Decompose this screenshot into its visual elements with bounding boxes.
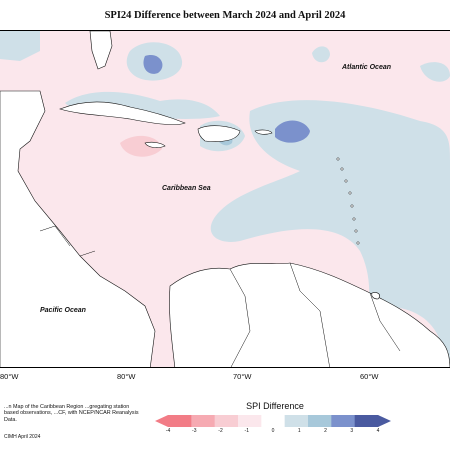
legend-tick-label: -3 (192, 428, 197, 434)
jamaica (144, 141, 166, 148)
legend-ticks: -4 -3 -2 -1 0 1 2 3 4 (165, 428, 380, 436)
legend-cell (308, 415, 332, 427)
hispaniola (197, 125, 241, 142)
legend-cell (168, 415, 192, 427)
legend-cell (284, 415, 309, 427)
legend-title: SPI Difference (246, 401, 304, 411)
legend-tick-label: -1 (244, 428, 249, 434)
legend-arrow-right (378, 415, 391, 427)
land-masses (0, 31, 450, 367)
legend-cell (238, 415, 262, 427)
atlantic-core (275, 120, 310, 143)
northwest-blue-region (0, 31, 40, 61)
lon-label-4: 60°W (360, 372, 379, 381)
legend-cell (261, 415, 285, 427)
spi-map (0, 31, 450, 367)
source-note: ...n Map of the Caribbean Region ...greg… (4, 404, 139, 423)
puerto-rico (254, 129, 273, 135)
legend-cell (191, 415, 215, 427)
legend-arrow-left (155, 415, 168, 427)
atlantic-north-blob (312, 46, 330, 63)
legend-tick-label: -2 (218, 428, 223, 434)
trinidad (371, 292, 380, 300)
caribbean-pink-patch (120, 135, 162, 157)
cuba (59, 101, 186, 125)
positive-anomaly-regions (0, 31, 450, 367)
caribbean-sea-label: Caribbean Sea (162, 185, 211, 192)
map-area: Atlantic Ocean Caribbean Sea Pacific Oce… (0, 30, 450, 368)
yucatan-central-america (0, 90, 156, 367)
bahamas-core (143, 54, 163, 74)
borders (39, 225, 401, 367)
legend-tick-label: 4 (376, 428, 380, 434)
lesser-antilles (336, 157, 360, 245)
florida (89, 31, 113, 70)
legend-tick-label: 2 (324, 428, 327, 434)
pacific-ocean-label: Pacific Ocean (40, 307, 86, 314)
legend-tick-label: 1 (297, 428, 301, 434)
legend-cell (331, 415, 355, 427)
atlantic-blue-region (210, 100, 450, 367)
legend-cell (214, 415, 239, 427)
atlantic-east-blob (420, 62, 450, 82)
atlantic-ocean-label: Atlantic Ocean (342, 64, 392, 71)
lon-label-1: 80°W (0, 372, 19, 381)
credit-text: CIMH April 2024 (4, 434, 41, 440)
legend-tick-label: 3 (350, 428, 354, 434)
legend-cell (354, 415, 379, 427)
map-title: SPI24 Difference between March 2024 and … (104, 10, 346, 21)
legend-cells (155, 415, 391, 427)
legend-tick-label: -4 (165, 428, 171, 434)
lon-label-2: 80°W (117, 372, 136, 381)
lon-label-3: 70°W (233, 372, 252, 381)
legend-tick-label: 0 (271, 428, 275, 434)
legend-colorbar (155, 415, 391, 427)
